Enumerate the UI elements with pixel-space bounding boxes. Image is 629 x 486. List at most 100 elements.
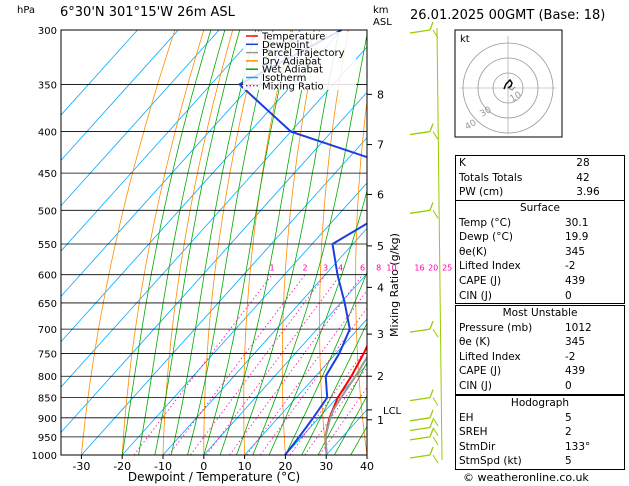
mu-value: 439 (565, 365, 586, 378)
x-tick-label: 20 (278, 460, 292, 473)
index-row: PW (cm) 3.96 (456, 185, 624, 200)
mixing-ratio-label: 2 (303, 264, 308, 273)
datetime-title: 26.01.2025 00GMT (Base: 18) (410, 8, 606, 23)
legend-label: Temperature (261, 32, 325, 43)
surface-label: CIN (J) (459, 289, 492, 302)
pressure-tick-label: 700 (38, 325, 57, 336)
legend-label: Dewpoint (262, 40, 310, 51)
series-dewpoint (237, 30, 367, 455)
profiles (237, 30, 367, 455)
surface-label: Dewp (°C) (459, 231, 513, 244)
series-parcel-trajectory (324, 355, 367, 455)
isotherm-line (162, 227, 367, 455)
mu-value: -2 (565, 350, 576, 363)
wind-stem (432, 427, 439, 436)
isotherm-line (121, 182, 367, 455)
surface-value: -2 (565, 260, 576, 273)
index-label: K (459, 157, 466, 169)
wind-stem (432, 131, 439, 140)
x-axis-label: Dewpoint / Temperature (°C) (128, 470, 300, 484)
wind-barb (409, 426, 431, 432)
surface-label: Temp (°C) (459, 216, 512, 229)
pressure-tick-label: 300 (38, 26, 57, 37)
x-tick-label: 40 (360, 460, 374, 473)
x-tick-label: -20 (113, 460, 131, 473)
wind-barb (409, 417, 431, 422)
copyright-footer[interactable]: © weatheronline.co.uk (463, 471, 589, 484)
mu-row: θe (K) 345 (456, 335, 624, 350)
hodo-label: SREH (459, 426, 488, 439)
pressure-tick-label: 750 (38, 349, 57, 360)
hodo-label: EH (459, 411, 474, 424)
indices-box: K 28 Totals Totals 42 PW (cm) 3.96 (455, 155, 625, 201)
wind-barb-flag (429, 428, 434, 438)
legend-label: Isotherm (262, 73, 306, 84)
mu-label: Pressure (mb) (459, 321, 533, 334)
mixing-ratio-label: 8 (376, 264, 381, 273)
axes: 3003504004505005506006507007508008509009… (32, 26, 453, 484)
index-row: K 28 (456, 156, 624, 171)
wind-barb-flag (429, 389, 434, 398)
hodo-label: StmDir (459, 440, 496, 453)
isotherm-line (61, 30, 138, 116)
wind-barb (409, 328, 431, 333)
legend-label: Dry Adiabat (262, 56, 321, 67)
pressure-tick-label: 1000 (32, 451, 57, 462)
x-tick-label: 30 (319, 460, 333, 473)
mixing-ratio-label: 6 (360, 264, 365, 273)
surface-row: θe(K) 345 (456, 245, 624, 260)
hodo-value: 5 (565, 411, 572, 424)
wind-barb (409, 209, 431, 214)
dry-adiabat-line (81, 30, 176, 455)
km-tick-label: 7 (377, 139, 384, 152)
km-tick-label: 8 (377, 88, 384, 101)
surface-row: Lifted Index -2 (456, 259, 624, 274)
x-tick-label: 10 (238, 460, 252, 473)
wind-profile-line (436, 27, 443, 461)
wind-barb (409, 29, 431, 34)
hodo-trace (503, 78, 513, 90)
isotherm-line (244, 318, 367, 455)
hodo-row: StmSpd (kt) 5 (456, 454, 624, 469)
isotherm-line (203, 273, 367, 455)
pressure-tick-label: 350 (38, 80, 57, 91)
wet-adiabat-line (301, 322, 367, 455)
index-value: 42 (576, 171, 590, 184)
surface-value: 19.9 (565, 231, 589, 244)
wet-adiabat-line (138, 30, 226, 455)
mu-value: 0 (565, 379, 572, 392)
wet-adiabat-line (219, 30, 315, 455)
mixing-ratio-line (229, 274, 363, 455)
mixing-ratio-label: 16 (414, 264, 424, 273)
km-tick-label: 4 (377, 281, 384, 294)
index-value: 28 (576, 157, 590, 169)
hodo-row: StmDir 133° (456, 440, 624, 455)
mu-label: Lifted Index (459, 350, 521, 363)
hodograph: kt 10 30 40 (454, 29, 563, 138)
pressure-tick-label: 450 (38, 169, 57, 180)
pressure-tick-label: 550 (38, 240, 57, 251)
isotherm-line (61, 30, 301, 297)
wind-barb-flag (429, 409, 434, 419)
legend-label: Mixing Ratio (262, 81, 324, 92)
pressure-tick-label: 650 (38, 299, 57, 310)
isotherm-line (81, 137, 367, 455)
wind-barb (409, 454, 431, 459)
isotherm-line (61, 30, 220, 207)
isotherm-line (61, 30, 179, 161)
plot-frame (60, 29, 368, 456)
wind-stem (432, 328, 439, 338)
pressure-tick-label: 850 (38, 394, 57, 405)
surface-row: CIN (J) 0 (456, 289, 624, 304)
asl-label: ASL (373, 17, 392, 28)
hodo-value: 133° (565, 440, 591, 453)
mixing-ratio-axis-label: Mixing Ratio (g/kg) (388, 233, 401, 337)
location-title: 6°30'N 301°15'W 26m ASL (60, 5, 235, 20)
mixing-ratio-line (246, 289, 367, 455)
pressure-tick-label: 600 (38, 271, 57, 282)
km-tick-label: 3 (377, 328, 384, 341)
hodo-row: EH 5 (456, 411, 624, 426)
surface-value: 0 (565, 289, 572, 302)
wind-barb (409, 436, 431, 441)
